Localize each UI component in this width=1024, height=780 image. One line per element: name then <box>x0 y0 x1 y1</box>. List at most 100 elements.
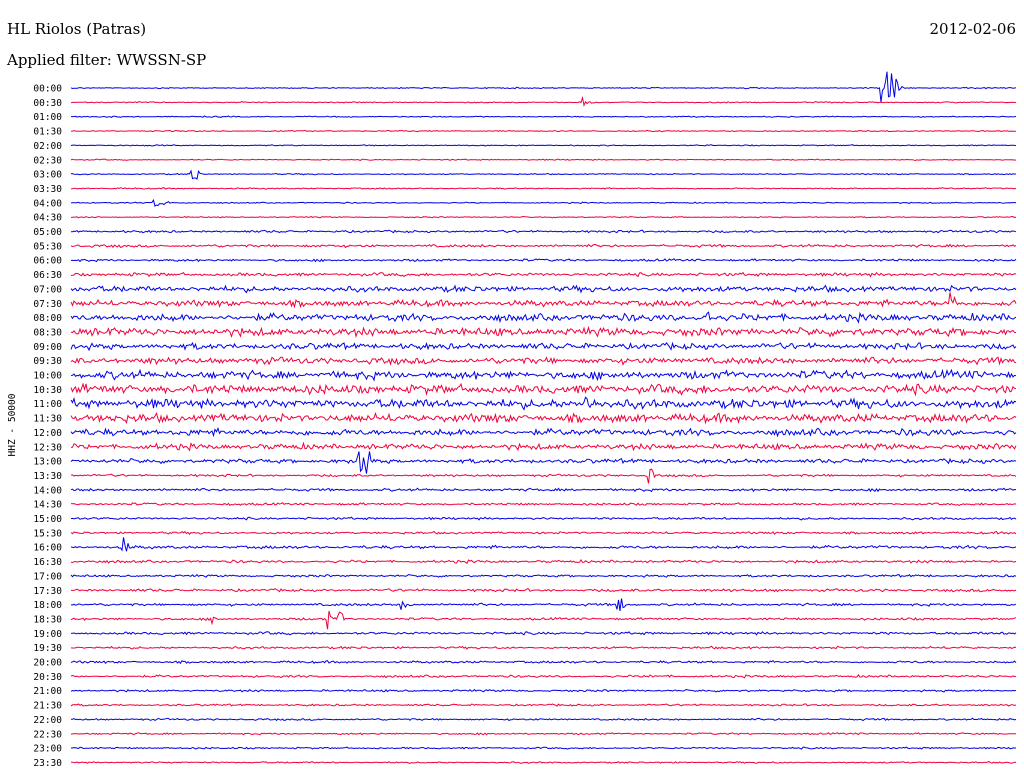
trace-line <box>71 746 1016 750</box>
row-time-label: 14:00 <box>33 485 62 496</box>
trace-line <box>70 187 1017 190</box>
row-time-label: 21:00 <box>33 686 62 697</box>
trace-line <box>70 573 1017 578</box>
trace-line <box>70 487 1017 493</box>
row-time-label: 10:00 <box>33 371 62 382</box>
row-time-label: 14:30 <box>33 500 62 511</box>
trace-line <box>70 688 1017 693</box>
trace-line <box>70 530 1017 535</box>
row-time-label: 01:30 <box>33 127 62 138</box>
row-time-label: 03:00 <box>33 170 62 181</box>
trace-line <box>70 258 1017 263</box>
trace-line <box>70 95 1017 107</box>
trace-line <box>70 271 1017 278</box>
row-time-label: 02:00 <box>33 141 62 152</box>
trace-group <box>70 71 1017 764</box>
trace-line <box>70 441 1017 452</box>
trace-line <box>70 341 1017 352</box>
date-label: 2012-02-06 <box>929 20 1016 38</box>
row-time-label: 10:30 <box>33 385 62 396</box>
trace-line <box>70 243 1017 249</box>
row-time-label: 11:30 <box>33 414 62 425</box>
row-time-label: 01:00 <box>33 112 62 123</box>
trace-line <box>70 311 1017 324</box>
row-time-label: 08:00 <box>33 313 62 324</box>
row-time-label: 17:30 <box>33 586 62 597</box>
trace-line <box>70 325 1017 339</box>
row-time-label: 13:00 <box>33 457 62 468</box>
row-time-label: 17:00 <box>33 571 62 582</box>
row-time-label: 22:30 <box>33 729 62 740</box>
trace-line <box>70 451 1017 474</box>
row-time-label: 12:30 <box>33 442 62 453</box>
trace-line <box>70 674 1017 679</box>
trace-line <box>70 631 1017 636</box>
trace-line <box>70 717 1017 722</box>
row-time-label: 05:30 <box>33 241 62 252</box>
row-time-label: 04:30 <box>33 213 62 224</box>
trace-line <box>70 645 1017 650</box>
trace-line <box>70 284 1017 294</box>
row-time-label: 06:30 <box>33 270 62 281</box>
row-time-label: 11:00 <box>33 399 62 410</box>
trace-line <box>70 558 1017 565</box>
trace-line <box>70 598 1017 611</box>
trace-line <box>70 368 1017 382</box>
row-time-label: 13:30 <box>33 471 62 482</box>
trace-line <box>70 71 1017 103</box>
trace-line <box>70 169 1017 180</box>
trace-line <box>70 761 1017 764</box>
trace-line <box>70 198 1017 207</box>
row-time-label: 18:00 <box>33 600 62 611</box>
row-time-label: 05:00 <box>33 227 62 238</box>
row-time-label: 16:30 <box>33 557 62 568</box>
row-time-label: 21:30 <box>33 701 62 712</box>
trace-line <box>70 292 1017 309</box>
row-time-label: 04:00 <box>33 198 62 209</box>
trace-line <box>71 115 1017 118</box>
trace-line <box>71 229 1017 234</box>
row-time-label: 07:30 <box>33 299 62 310</box>
trace-line <box>70 144 1017 147</box>
row-time-label: 20:30 <box>33 672 62 683</box>
trace-line <box>70 129 1017 133</box>
row-time-label: 00:30 <box>33 98 62 109</box>
trace-line <box>70 468 1017 484</box>
row-time-label: 23:00 <box>33 744 62 755</box>
row-time-label: 12:00 <box>33 428 62 439</box>
trace-line <box>70 703 1017 707</box>
row-time-label: 15:30 <box>33 528 62 539</box>
trace-line <box>70 610 1017 630</box>
row-time-label: 08:30 <box>33 327 62 338</box>
trace-line <box>70 411 1017 425</box>
row-time-label: 03:30 <box>33 184 62 195</box>
trace-line <box>70 660 1017 665</box>
row-time-label: 00:00 <box>33 84 62 95</box>
row-time-label: 19:30 <box>33 643 62 654</box>
station-title: HL Riolos (Patras) <box>7 20 147 38</box>
row-time-label: 16:00 <box>33 543 62 554</box>
filter-label: Applied filter: WWSSN-SP <box>7 51 207 69</box>
row-time-label: 06:00 <box>33 256 62 267</box>
trace-line <box>70 537 1017 552</box>
row-time-label: 15:00 <box>33 514 62 525</box>
trace-line <box>70 396 1017 411</box>
row-time-label: 07:00 <box>33 284 62 295</box>
trace-line <box>70 356 1017 366</box>
trace-line <box>70 158 1017 162</box>
tick-label-group: 00:00 00:30 01:00 01:30 02:00 02:30 03:00 03:30… <box>33 84 62 769</box>
trace-line <box>70 502 1017 507</box>
trace-line <box>70 516 1017 521</box>
row-time-label: 23:30 <box>33 758 62 769</box>
trace-line <box>70 382 1017 397</box>
trace-line <box>70 426 1017 438</box>
channel-label: HHZ - 50000 <box>7 393 18 456</box>
row-time-label: 09:00 <box>33 342 62 353</box>
row-time-label: 20:00 <box>33 658 62 669</box>
trace-line <box>70 215 1017 219</box>
trace-line <box>71 588 1017 593</box>
row-time-label: 18:30 <box>33 614 62 625</box>
row-time-label: 19:00 <box>33 629 62 640</box>
row-time-label: 22:00 <box>33 715 62 726</box>
